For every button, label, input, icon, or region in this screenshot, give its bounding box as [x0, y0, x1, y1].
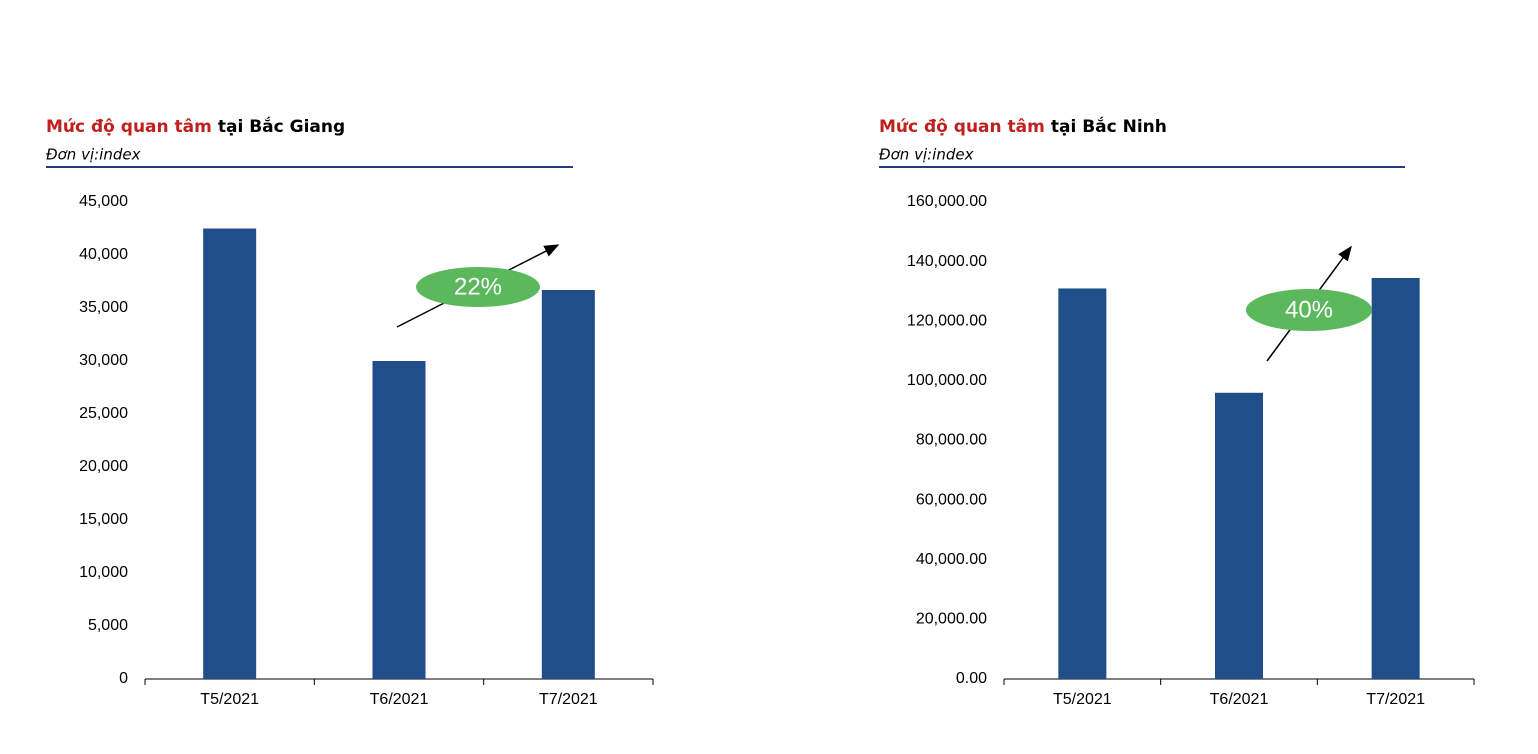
- y-tick-label: 20,000: [79, 458, 128, 475]
- growth-badge: [1246, 289, 1372, 331]
- x-tick-label: T5/2021: [1053, 691, 1112, 708]
- y-tick-label: 10,000: [79, 564, 128, 581]
- y-tick-label: 40,000: [79, 246, 128, 263]
- growth-label: 40%: [1285, 296, 1333, 323]
- title-highlight: Mức độ quan tâm: [46, 117, 212, 137]
- growth-badge: [416, 267, 540, 307]
- x-tick-label: T6/2021: [1210, 691, 1269, 708]
- chart-title: Mức độ quan tâm tại Bắc Ninh: [879, 116, 1167, 137]
- subtitle: Đơn vị:index: [879, 146, 974, 164]
- x-tick-label: T5/2021: [200, 691, 259, 708]
- y-tick-label: 20,000.00: [916, 611, 987, 628]
- title-rest: tại Bắc Ninh: [1051, 116, 1167, 137]
- y-tick-label: 140,000.00: [907, 253, 987, 270]
- bar: [203, 228, 257, 679]
- y-tick-label: 30,000: [79, 352, 128, 369]
- title-rest: tại Bắc Giang: [218, 116, 345, 137]
- growth-label: 22%: [454, 273, 502, 300]
- y-tick-label: 160,000.00: [907, 193, 987, 210]
- y-tick-label: 15,000: [79, 511, 128, 528]
- y-tick-label: 60,000.00: [916, 491, 987, 508]
- x-tick-label: T7/2021: [539, 691, 598, 708]
- y-tick-label: 40,000.00: [916, 551, 987, 568]
- y-tick-label: 35,000: [79, 299, 128, 316]
- bar: [1371, 278, 1420, 679]
- subtitle: Đơn vị:index: [46, 146, 141, 164]
- y-tick-label: 0: [119, 670, 128, 687]
- y-tick-label: 100,000.00: [907, 372, 987, 389]
- y-tick-label: 5,000: [88, 617, 128, 634]
- y-tick-label: 0.00: [956, 670, 987, 687]
- bar: [372, 361, 426, 679]
- x-tick-label: T6/2021: [370, 691, 429, 708]
- x-tick-label: T7/2021: [1366, 691, 1425, 708]
- y-tick-label: 45,000: [79, 193, 128, 210]
- bar: [541, 289, 595, 679]
- chart-title: Mức độ quan tâm tại Bắc Giang: [46, 116, 345, 137]
- bar: [1215, 392, 1263, 679]
- title-highlight: Mức độ quan tâm: [879, 117, 1045, 137]
- y-tick-label: 80,000.00: [916, 432, 987, 449]
- bar: [1058, 288, 1107, 679]
- y-tick-label: 25,000: [79, 405, 128, 422]
- y-tick-label: 120,000.00: [907, 312, 987, 329]
